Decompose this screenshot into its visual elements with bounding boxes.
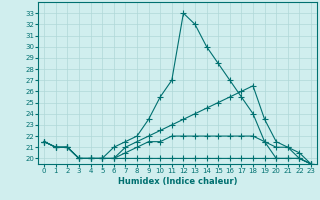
X-axis label: Humidex (Indice chaleur): Humidex (Indice chaleur) bbox=[118, 177, 237, 186]
